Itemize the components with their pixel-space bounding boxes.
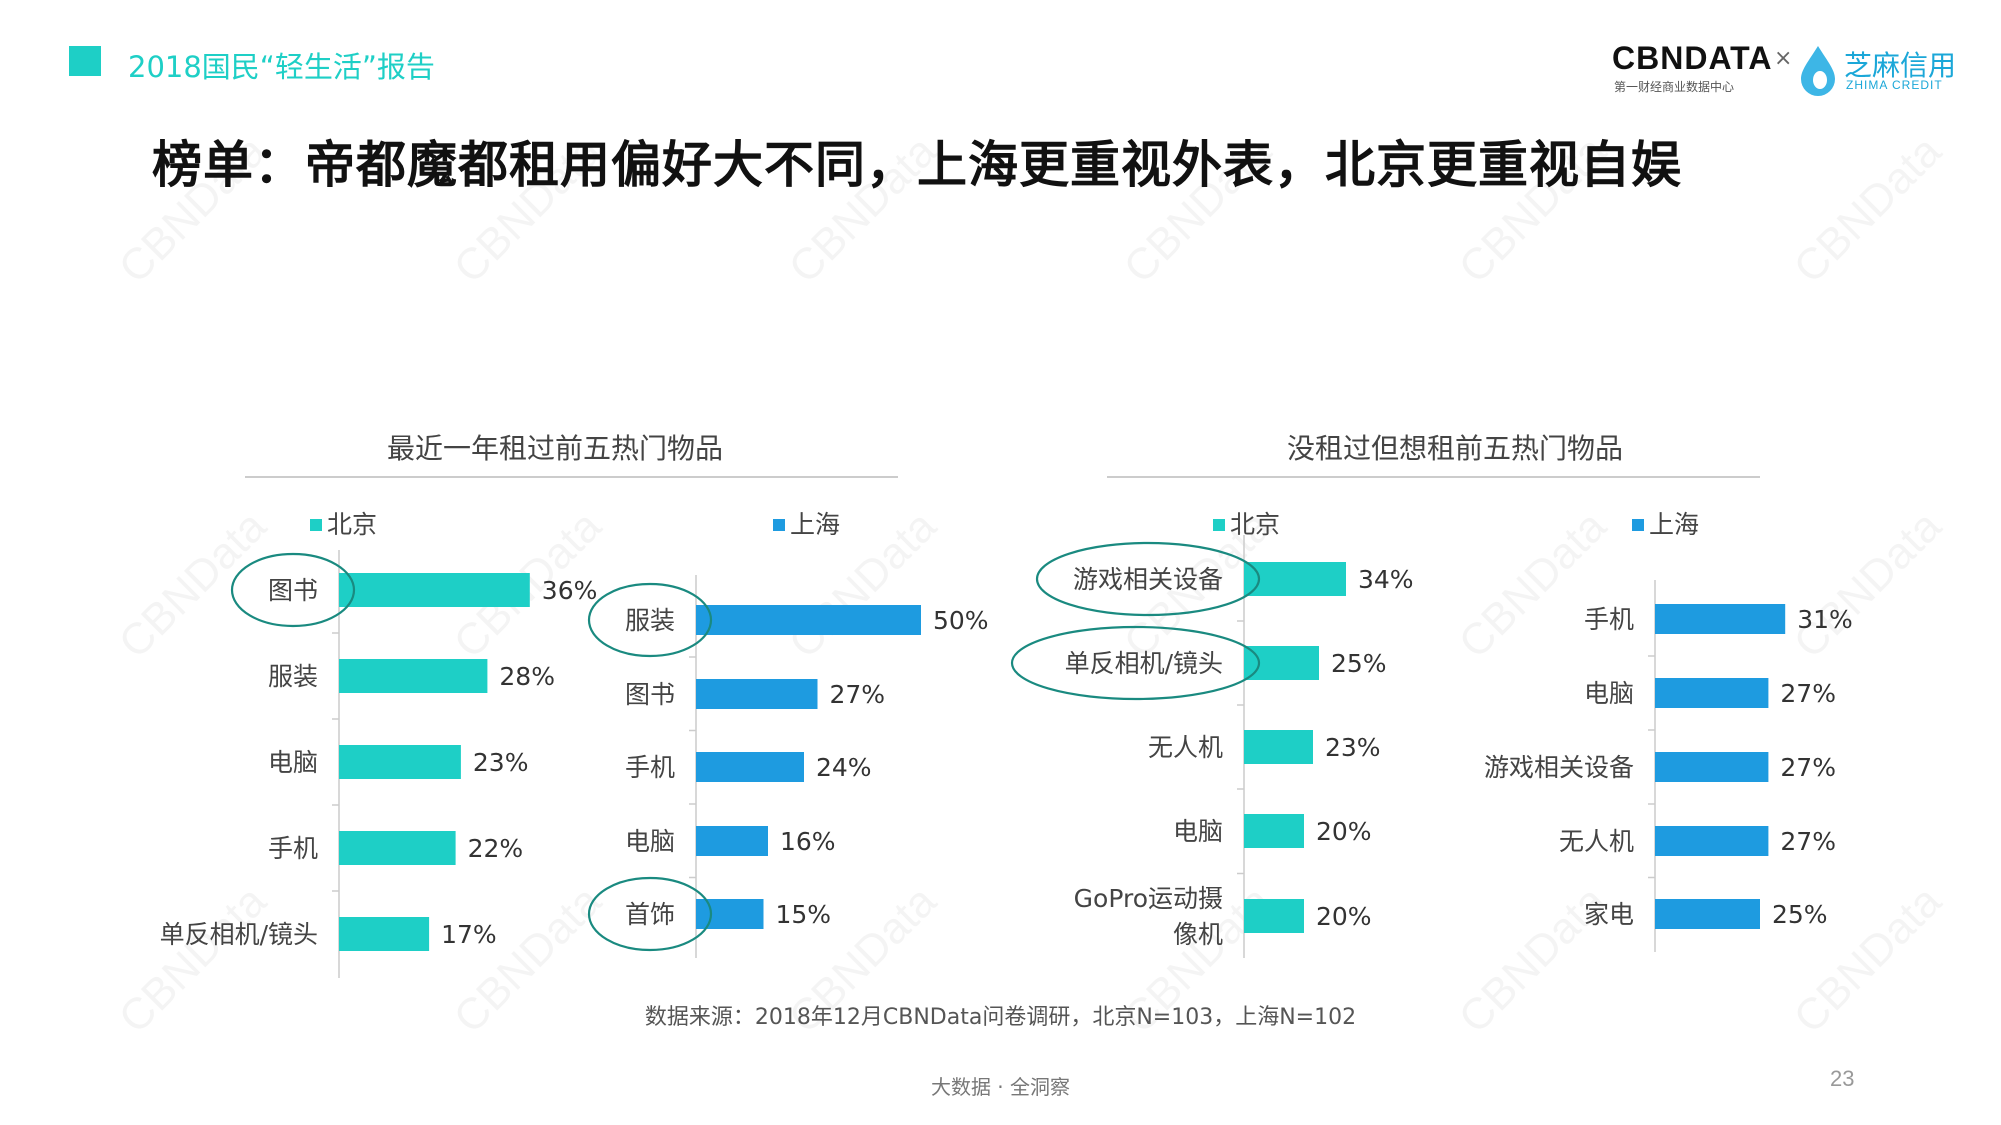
data-bar [1244, 899, 1304, 933]
legend-label: 北京 [1230, 510, 1280, 539]
category-label: 电脑 [1173, 817, 1223, 846]
highlight-circle [230, 552, 356, 628]
legend-label: 北京 [327, 510, 377, 539]
data-label: 27% [1780, 753, 1836, 782]
data-bar [1244, 646, 1319, 680]
data-bar [339, 659, 488, 693]
category-label: 像机 [1173, 920, 1223, 949]
data-label: 17% [441, 920, 497, 949]
cbndata-logo: CBNDATA [1612, 40, 1773, 76]
highlight-circle [1010, 625, 1261, 701]
legend-label: 上海 [1649, 510, 1699, 539]
data-label: 22% [468, 834, 524, 863]
category-label: 无人机 [1148, 733, 1223, 762]
legend-swatch [773, 519, 785, 531]
category-label: 单反相机/镜头 [1065, 649, 1223, 678]
data-bar [1244, 562, 1346, 596]
data-label: 27% [1780, 679, 1836, 708]
data-label: 23% [473, 748, 529, 777]
category-label: 电脑 [268, 748, 318, 777]
data-bar [1244, 730, 1313, 764]
legend-label: 上海 [790, 510, 840, 539]
zhima-credit-logo: 芝麻信用 [1844, 49, 1957, 82]
category-label: 手机 [1584, 605, 1634, 634]
category-label: 手机 [268, 834, 318, 863]
zhima-drop-icon [1801, 46, 1835, 96]
data-label: 25% [1331, 649, 1387, 678]
category-label: 家电 [1584, 900, 1634, 929]
page-title: 榜单：帝都魔都租用偏好大不同，上海更重视外表，北京更重视自娱 [152, 136, 1682, 194]
cbndata-logo-subtitle: 第一财经商业数据中心 [1614, 80, 1735, 94]
category-label: 服装 [268, 662, 318, 691]
data-label: 24% [816, 753, 872, 782]
data-label: 27% [1780, 827, 1836, 856]
group-title: 最近一年租过前五热门物品 [387, 432, 723, 465]
data-bar [1244, 814, 1304, 848]
category-label: 图书 [268, 576, 318, 605]
legend-swatch [1213, 519, 1225, 531]
data-label: 23% [1325, 733, 1381, 762]
category-label: GoPro运动摄 [1074, 884, 1223, 913]
category-label: 无人机 [1559, 827, 1634, 856]
source-note: 数据来源：2018年12月CBNData问卷调研，北京N=103，上海N=102 [644, 1005, 1357, 1030]
category-label: 服装 [625, 606, 675, 635]
data-label: 16% [780, 827, 836, 856]
highlight-circle [587, 876, 713, 952]
data-bar [696, 752, 804, 782]
data-bar [696, 826, 768, 856]
page-number: 23 [1830, 1066, 1855, 1091]
highlight-circle [587, 582, 713, 658]
data-bar [339, 573, 530, 607]
legend-swatch [310, 519, 322, 531]
data-bar [339, 745, 461, 779]
data-bar [339, 917, 430, 951]
data-label: 25% [1772, 900, 1828, 929]
data-label: 27% [830, 680, 886, 709]
category-label: 首饰 [625, 900, 675, 929]
data-bar [1655, 826, 1769, 856]
highlight-circle [1035, 541, 1261, 617]
data-bar [1655, 899, 1760, 929]
data-label: 28% [499, 662, 555, 691]
data-label: 31% [1797, 605, 1853, 634]
data-label: 15% [776, 900, 832, 929]
data-label: 20% [1316, 902, 1372, 931]
report-title: 2018国民“轻生活”报告 [128, 50, 435, 84]
data-bar [1655, 678, 1769, 708]
data-label: 34% [1358, 565, 1414, 594]
group-title: 没租过但想租前五热门物品 [1287, 432, 1623, 465]
data-label: 36% [542, 576, 598, 605]
data-bar [339, 831, 456, 865]
category-label: 电脑 [1584, 679, 1634, 708]
data-bar [696, 605, 921, 635]
data-label: 50% [933, 606, 989, 635]
category-label: 手机 [625, 753, 675, 782]
data-bar [1655, 604, 1786, 634]
data-bar [696, 899, 764, 929]
data-label: 20% [1316, 817, 1372, 846]
category-label: 单反相机/镜头 [160, 920, 318, 949]
zhima-credit-logo-subtitle: ZHIMA CREDIT [1846, 78, 1943, 92]
data-bar [696, 679, 818, 709]
category-label: 电脑 [625, 827, 675, 856]
logo-separator: × [1774, 46, 1793, 71]
category-label: 游戏相关设备 [1073, 565, 1223, 594]
brand-logos: CBNDATA 第一财经商业数据中心 × 芝麻信用 ZHIMA CREDIT [1612, 40, 1972, 96]
category-label: 游戏相关设备 [1484, 753, 1634, 782]
footer-tagline: 大数据 · 全洞察 [930, 1075, 1071, 1099]
data-bar [1655, 752, 1769, 782]
category-label: 图书 [625, 680, 675, 709]
legend-swatch [1632, 519, 1644, 531]
header-accent-square [69, 46, 101, 76]
